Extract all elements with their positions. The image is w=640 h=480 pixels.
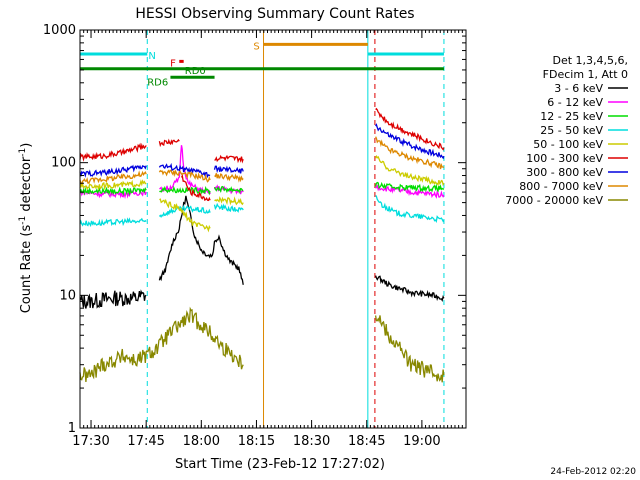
legend-label-7: 800 - 7000 keV (519, 180, 603, 193)
legend-label-2: 12 - 25 keV (540, 110, 603, 123)
series-line-1-seg-3 (375, 184, 445, 199)
y-tick-label-2: 100 (51, 156, 76, 171)
flag-label-2: S (253, 41, 259, 52)
flag-label-5: RD6 (147, 77, 168, 88)
series-line-5-seg-3 (214, 154, 244, 164)
x-tick-label-2: 18:00 (183, 434, 220, 449)
legend-label-5: 100 - 300 keV (526, 152, 603, 165)
series-line-0-seg-0 (79, 289, 147, 309)
series-line-6-seg-0 (79, 164, 147, 178)
legend-label-0: 3 - 6 keV (554, 82, 603, 95)
legend-label-1: 6 - 12 keV (547, 96, 603, 109)
series-line-2-seg-3 (374, 181, 445, 193)
series-line-0-seg-2 (374, 275, 445, 303)
chart-title: HESSI Observing Summary Count Rates (135, 6, 414, 22)
legend: Det 1,3,4,5,6,FDecim 1, Att 03 - 6 keV6 … (505, 54, 628, 207)
y-tick-label-0: 1 (68, 421, 76, 436)
flag-label-4: RD0 (185, 66, 206, 77)
plot-frame (79, 29, 467, 429)
series-line-4-seg-3 (375, 154, 445, 187)
series-line-4-seg-0 (79, 179, 147, 191)
series-line-7-seg-0 (79, 170, 147, 185)
x-tick-label-5: 18:45 (348, 434, 385, 449)
series-line-3-seg-3 (375, 194, 445, 223)
x-tick-label-3: 18:15 (238, 434, 275, 449)
series-line-3-seg-2 (213, 202, 244, 213)
y-label-mid: detector (19, 156, 34, 216)
legend-label-3: 25 - 50 keV (540, 124, 603, 137)
series-line-7-seg-1 (158, 169, 211, 183)
x-tick-label-4: 18:30 (293, 434, 330, 449)
series-line-5-seg-1 (158, 138, 180, 148)
x-tick-label-0: 17:30 (72, 434, 109, 449)
legend-label-6: 300 - 800 keV (526, 166, 603, 179)
timestamp: 24-Feb-2012 02:20 (550, 467, 636, 477)
series-line-6-seg-1 (158, 162, 211, 179)
series-line-4-seg-2 (214, 195, 244, 206)
series-line-2-seg-0 (79, 186, 147, 197)
y-label-sup2: -1 (18, 148, 28, 157)
x-tick-label-6: 19:00 (403, 434, 440, 449)
plot-area: N S F RD0 RD6 1 10 100 1000 17:30 17:45 18:00 18:15 1… (43, 23, 467, 449)
flag-label-3: F (170, 58, 176, 69)
series-line-4-seg-1 (159, 198, 211, 233)
series-line-5-seg-2 (180, 173, 211, 202)
y-label-sup1: -1 (18, 216, 28, 225)
series-line-2-seg-2 (213, 185, 244, 195)
y-tick-label-3: 1000 (43, 23, 76, 38)
series-line-3-seg-0 (79, 217, 147, 228)
series-line-8-seg-1 (374, 315, 445, 383)
y-tick-label-1: 10 (59, 288, 76, 303)
legend-header-0: Det 1,3,4,5,6, (552, 54, 628, 67)
x-axis-label: Start Time (23-Feb-12 17:27:02) (175, 457, 385, 472)
series-line-0-seg-1 (158, 195, 244, 285)
x-tick-label-1: 17:45 (127, 434, 164, 449)
series-line-3-seg-1 (158, 204, 211, 218)
series-line-7-seg-3 (375, 136, 445, 170)
series-line-2-seg-1 (159, 185, 211, 196)
series-line-6-seg-3 (375, 123, 445, 160)
y-label-main: Count Rate (s (19, 225, 34, 314)
series-line-6-seg-2 (213, 165, 244, 174)
legend-header-1: FDecim 1, Att 0 (543, 68, 628, 81)
legend-label-4: 50 - 100 keV (533, 138, 603, 151)
series-line-8-seg-0 (79, 306, 244, 383)
series-line-7-seg-2 (214, 173, 244, 183)
series-line-5-seg-4 (375, 107, 445, 151)
series-line-5-seg-0 (79, 142, 147, 162)
y-label-end: ) (19, 143, 34, 148)
y-axis-label: Count Rate (s-1 detector-1) (18, 143, 34, 314)
legend-label-8: 7000 - 20000 keV (505, 194, 603, 207)
flag-label-0: N (148, 51, 155, 62)
